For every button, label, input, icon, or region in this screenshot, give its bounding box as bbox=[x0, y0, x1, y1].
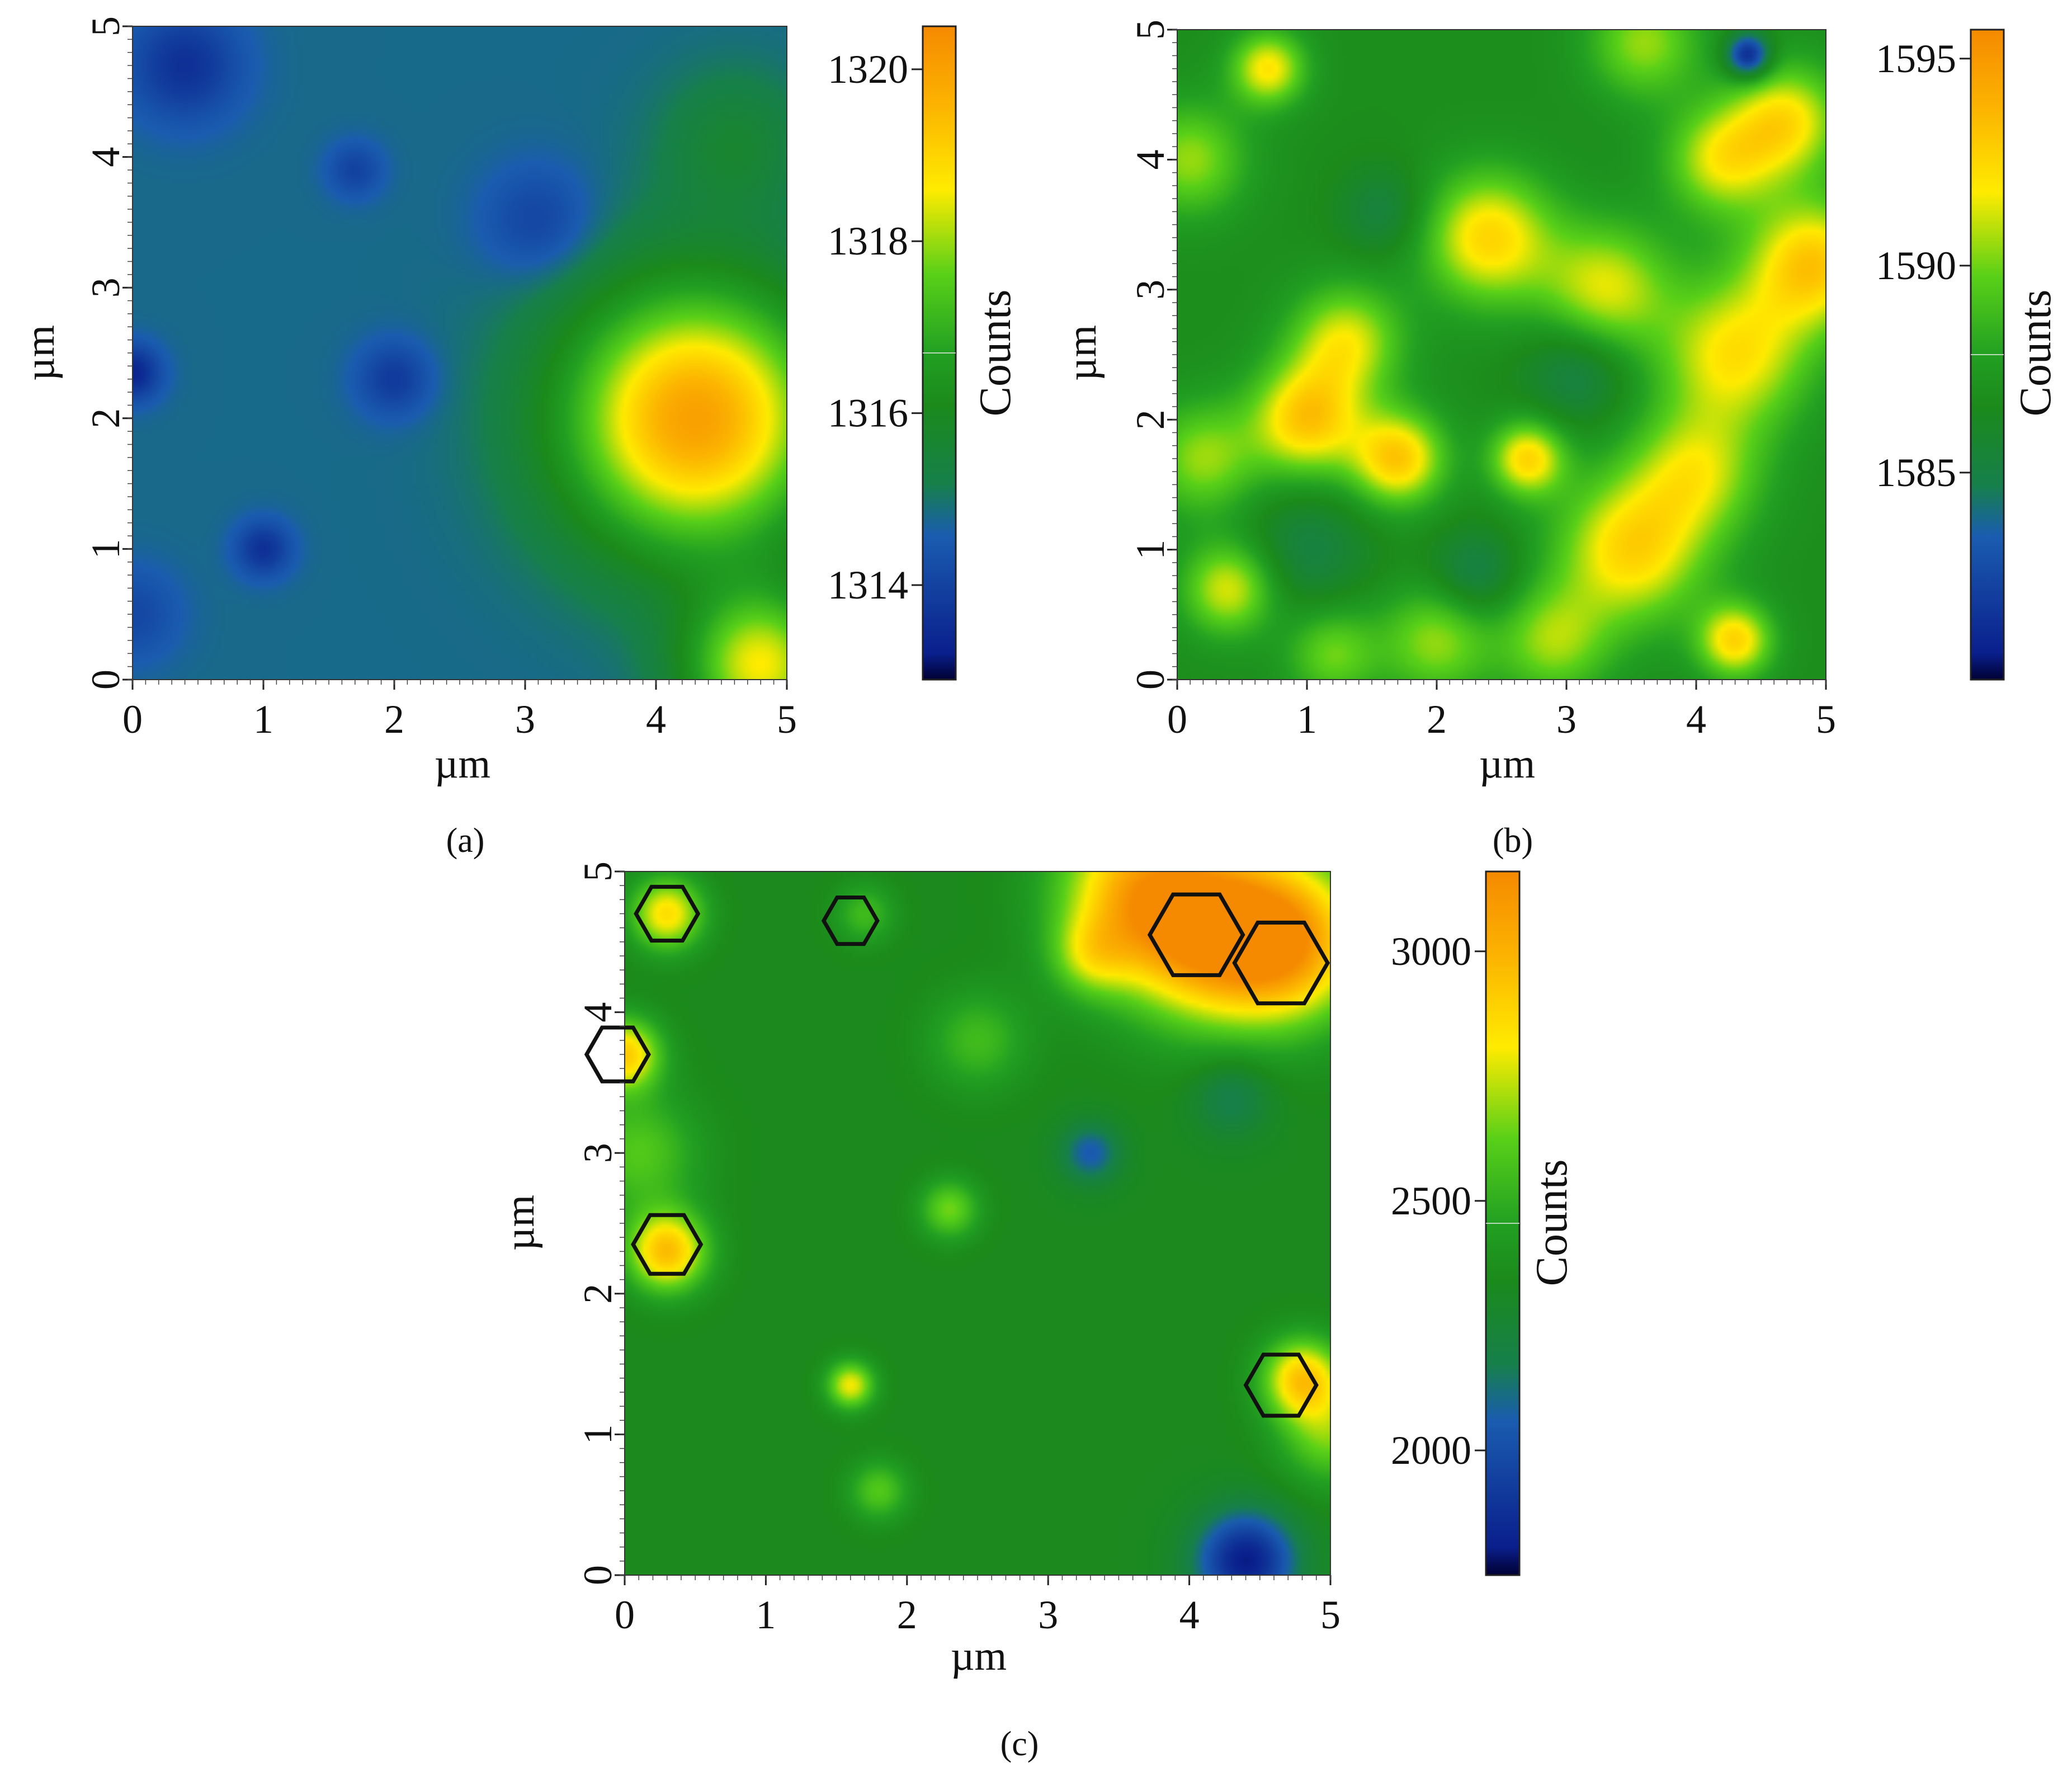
y-axis-title: µm bbox=[497, 1195, 543, 1251]
highlighted-region-hexagon bbox=[1243, 1353, 1319, 1418]
x-tick-label: 0 bbox=[122, 697, 143, 742]
colorbar-tick-label: 1585 bbox=[1876, 450, 1956, 495]
x-tick-label: 5 bbox=[1320, 1592, 1341, 1637]
highlighted-region-hexagon bbox=[631, 1213, 704, 1276]
y-tick-label: 4 bbox=[575, 1002, 620, 1022]
y-tick-label: 1 bbox=[575, 1424, 620, 1444]
y-tick-label: 1 bbox=[83, 539, 128, 559]
x-axis-title: µm bbox=[951, 1633, 1007, 1679]
colorbar-tick-label: 1318 bbox=[828, 219, 908, 263]
x-tick-label: 1 bbox=[1297, 697, 1317, 742]
heatmap-image bbox=[1177, 30, 1826, 680]
y-tick-label: 0 bbox=[1128, 670, 1173, 690]
highlighted-region-hexagon bbox=[1147, 892, 1245, 977]
colorbar-title: Counts bbox=[2011, 290, 2060, 417]
x-tick-label: 3 bbox=[1556, 697, 1577, 742]
heatmap-panel-b: 0 1 2 3 4 5 0 1 2 3 4 5 µm µm 1585 1590 1595 Counts (b) bbox=[1059, 20, 2060, 860]
x-axis-title: µm bbox=[1479, 741, 1535, 787]
x-tick-label: 2 bbox=[1427, 697, 1447, 742]
heatmap-panel-c: 0 1 2 3 4 5 0 1 2 3 4 5 µm µm 2000 2500 3000 Counts (c) bbox=[497, 861, 1577, 1763]
x-tick-label: 3 bbox=[1038, 1592, 1058, 1637]
highlighted-region-hexagon bbox=[584, 1025, 651, 1083]
x-tick-label: 5 bbox=[777, 697, 797, 742]
colorbar-tick-label: 2000 bbox=[1391, 1428, 1471, 1473]
x-tick-label: 2 bbox=[897, 1592, 917, 1637]
y-axis-title: µm bbox=[1059, 325, 1105, 381]
highlighted-region-hexagon bbox=[1232, 920, 1330, 1006]
colorbar-tick-label: 3000 bbox=[1391, 929, 1471, 974]
x-tick-label: 0 bbox=[615, 1592, 635, 1637]
x-tick-label: 4 bbox=[646, 697, 666, 742]
colorbar-tick-label: 2500 bbox=[1391, 1179, 1471, 1223]
y-tick-label: 2 bbox=[83, 408, 128, 428]
x-tick-label: 4 bbox=[1179, 1592, 1200, 1637]
y-tick-label: 5 bbox=[1128, 20, 1173, 40]
colorbar-title: Counts bbox=[971, 290, 1020, 417]
x-axis-title: µm bbox=[435, 741, 490, 787]
y-tick-label: 5 bbox=[575, 861, 620, 882]
y-tick-label: 3 bbox=[1128, 280, 1173, 300]
heatmap-panel-a: 0 1 2 3 4 5 0 1 2 3 4 5 µm µm 1314 1316 1318 1320 Counts (a… bbox=[17, 16, 1020, 860]
panel-label: (b) bbox=[1493, 822, 1533, 860]
y-tick-label: 3 bbox=[83, 277, 128, 298]
y-tick-label: 5 bbox=[83, 16, 128, 36]
highlighted-region-hexagon bbox=[634, 884, 701, 943]
y-tick-label: 1 bbox=[1128, 540, 1173, 560]
x-tick-label: 2 bbox=[384, 697, 404, 742]
colorbar-tick-label: 1595 bbox=[1876, 36, 1956, 81]
x-tick-label: 1 bbox=[253, 697, 273, 742]
x-tick-label: 4 bbox=[1686, 697, 1706, 742]
heatmap-image bbox=[625, 871, 1330, 1575]
y-tick-label: 4 bbox=[83, 147, 128, 167]
x-tick-label: 3 bbox=[515, 697, 535, 742]
x-tick-label: 0 bbox=[1167, 697, 1187, 742]
panel-label: (a) bbox=[446, 822, 485, 860]
heatmap-image bbox=[133, 26, 787, 680]
colorbar-tick-label: 1590 bbox=[1876, 243, 1956, 288]
y-tick-label: 0 bbox=[83, 670, 128, 690]
x-tick-label: 5 bbox=[1816, 697, 1836, 742]
panel-label: (c) bbox=[1000, 1725, 1039, 1763]
y-tick-label: 3 bbox=[575, 1143, 620, 1163]
colorbar-title: Counts bbox=[1527, 1160, 1577, 1287]
y-tick-label: 4 bbox=[1128, 149, 1173, 169]
y-tick-label: 0 bbox=[575, 1565, 620, 1585]
y-axis-title: µm bbox=[17, 325, 63, 381]
colorbar-tick-label: 1320 bbox=[828, 47, 908, 92]
y-tick-label: 2 bbox=[1128, 409, 1173, 430]
y-tick-label: 2 bbox=[575, 1284, 620, 1304]
colorbar-tick-label: 1316 bbox=[828, 391, 908, 436]
highlighted-region-hexagon bbox=[821, 896, 880, 946]
x-tick-label: 1 bbox=[756, 1592, 776, 1637]
colorbar-tick-label: 1314 bbox=[828, 563, 908, 607]
